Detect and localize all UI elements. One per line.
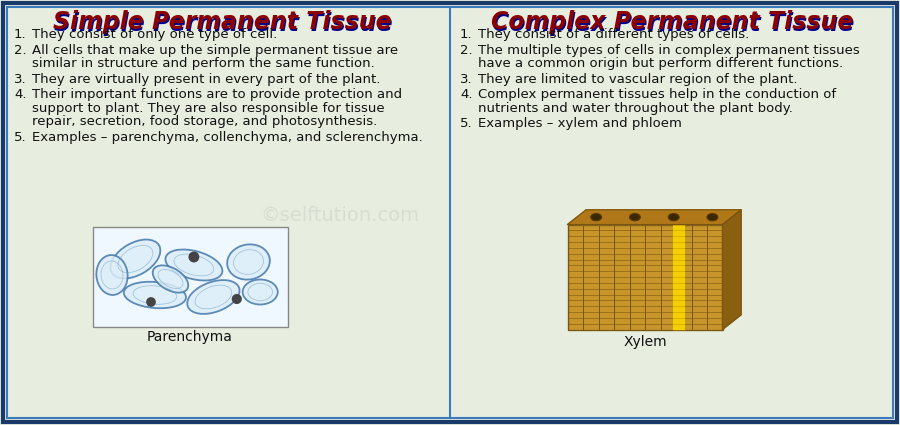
Text: Parenchyma: Parenchyma — [147, 330, 233, 344]
Ellipse shape — [153, 265, 188, 293]
Circle shape — [146, 297, 156, 307]
Text: Their important functions are to provide protection and: Their important functions are to provide… — [32, 88, 402, 101]
Polygon shape — [568, 210, 741, 224]
Text: 2.: 2. — [14, 43, 27, 57]
Ellipse shape — [96, 255, 128, 295]
Text: 2.: 2. — [460, 43, 473, 57]
Text: 5.: 5. — [460, 117, 473, 130]
Text: 4.: 4. — [460, 88, 473, 101]
Ellipse shape — [668, 213, 680, 221]
Text: repair, secretion, food storage, and photosynthesis.: repair, secretion, food storage, and pho… — [32, 115, 377, 128]
Ellipse shape — [243, 280, 278, 304]
Text: 5.: 5. — [14, 130, 27, 144]
Text: They are limited to vascular region of the plant.: They are limited to vascular region of t… — [478, 73, 797, 85]
Text: nutrients and water throughout the plant body.: nutrients and water throughout the plant… — [478, 102, 793, 114]
Text: The multiple types of cells in complex permanent tissues: The multiple types of cells in complex p… — [478, 43, 860, 57]
Ellipse shape — [124, 282, 186, 308]
Text: Complex Permanent Tissue: Complex Permanent Tissue — [491, 10, 853, 34]
Polygon shape — [723, 210, 741, 329]
Text: 3.: 3. — [460, 73, 473, 85]
Text: 1.: 1. — [14, 28, 27, 41]
Text: Simple Permanent Tissue: Simple Permanent Tissue — [53, 10, 392, 34]
Text: They consist of only one type of cell.: They consist of only one type of cell. — [32, 28, 277, 41]
Text: All cells that make up the simple permanent tissue are: All cells that make up the simple perman… — [32, 43, 398, 57]
Ellipse shape — [166, 249, 222, 280]
Text: Simple Permanent Tissue: Simple Permanent Tissue — [54, 11, 392, 36]
FancyBboxPatch shape — [3, 3, 897, 422]
FancyBboxPatch shape — [93, 227, 287, 327]
Text: Xylem: Xylem — [623, 335, 667, 349]
Ellipse shape — [629, 213, 640, 221]
Circle shape — [188, 252, 200, 263]
Text: They consist of a different types of cells.: They consist of a different types of cel… — [478, 28, 749, 41]
Ellipse shape — [590, 213, 601, 221]
Text: support to plant. They are also responsible for tissue: support to plant. They are also responsi… — [32, 102, 384, 114]
Text: 4.: 4. — [14, 88, 26, 101]
Ellipse shape — [707, 213, 718, 221]
Text: Complex permanent tissues help in the conduction of: Complex permanent tissues help in the co… — [478, 88, 836, 101]
Text: Examples – parenchyma, collenchyma, and sclerenchyma.: Examples – parenchyma, collenchyma, and … — [32, 130, 423, 144]
Ellipse shape — [227, 244, 270, 280]
Text: have a common origin but perform different functions.: have a common origin but perform differe… — [478, 57, 843, 70]
Text: 1.: 1. — [460, 28, 473, 41]
Text: They are virtually present in every part of the plant.: They are virtually present in every part… — [32, 73, 381, 85]
Text: Examples – xylem and phloem: Examples – xylem and phloem — [478, 117, 682, 130]
Text: ©selftution.com: ©selftution.com — [260, 206, 419, 224]
FancyBboxPatch shape — [568, 224, 723, 329]
Text: similar in structure and perform the same function.: similar in structure and perform the sam… — [32, 57, 374, 70]
FancyBboxPatch shape — [673, 224, 685, 329]
Ellipse shape — [187, 280, 239, 314]
Text: 3.: 3. — [14, 73, 27, 85]
Text: Complex Permanent Tissue: Complex Permanent Tissue — [492, 11, 855, 36]
Circle shape — [231, 294, 242, 304]
Ellipse shape — [111, 240, 160, 278]
